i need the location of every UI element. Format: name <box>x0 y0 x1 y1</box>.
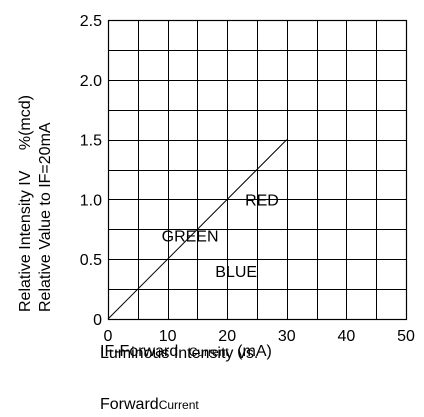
y-tick-label: 0 <box>93 312 102 329</box>
series-line-0 <box>107 139 288 320</box>
x-axis-title-small: Current <box>189 345 230 359</box>
chart-caption-line2-main: Forward <box>100 396 159 413</box>
y-tick-label: 2.0 <box>80 73 102 90</box>
y-axis-title-line2: Relative Value to IF=20mA <box>37 122 54 312</box>
chart-series <box>107 139 288 320</box>
x-tick-label: 50 <box>397 328 415 345</box>
y-tick-label: 0.5 <box>80 252 102 269</box>
y-axis-title-line1-text: Relative Intensity IV <box>17 170 34 312</box>
series-label-green: GREEN <box>162 228 219 245</box>
x-axis-title: IF-Forward Current (mA) <box>100 343 272 360</box>
x-tick-label: 20 <box>218 328 236 345</box>
series-label-red: RED <box>245 192 279 209</box>
y-tick-label: 2.5 <box>80 13 102 30</box>
series-label-blue: BLUE <box>215 264 257 281</box>
x-tick-label: 0 <box>104 328 113 345</box>
chart-caption-line2: ForwardCurrent <box>100 395 199 415</box>
y-tick-label: 1.0 <box>80 192 102 209</box>
chart-caption-line1: Luminous Intensity vs. <box>100 345 259 362</box>
y-axis-title: Relative Intensity IV %(mcd) Relative Va… <box>17 95 54 312</box>
y-tick-label: 1.5 <box>80 133 102 150</box>
plot-frame <box>107 19 408 321</box>
y-axis-title-line1-unit: %(mcd) <box>17 95 34 150</box>
x-tick-label: 30 <box>278 328 296 345</box>
x-tick-label: 10 <box>159 328 177 345</box>
x-tick-labels: 0 10 20 30 40 50 <box>104 328 415 345</box>
x-axis-title-unit: (mA) <box>237 343 272 360</box>
x-tick-label: 40 <box>338 328 356 345</box>
y-axis-title-line1: Relative Intensity IV %(mcd) <box>17 95 34 312</box>
x-axis-title-main: IF-Forward <box>100 343 178 360</box>
series-labels: RED GREEN BLUE <box>162 192 279 281</box>
chart-grid <box>107 19 408 321</box>
y-tick-labels: 0 0.5 1.0 1.5 2.0 2.5 <box>80 13 102 329</box>
chart-caption-line2-small: Current <box>158 398 199 412</box>
